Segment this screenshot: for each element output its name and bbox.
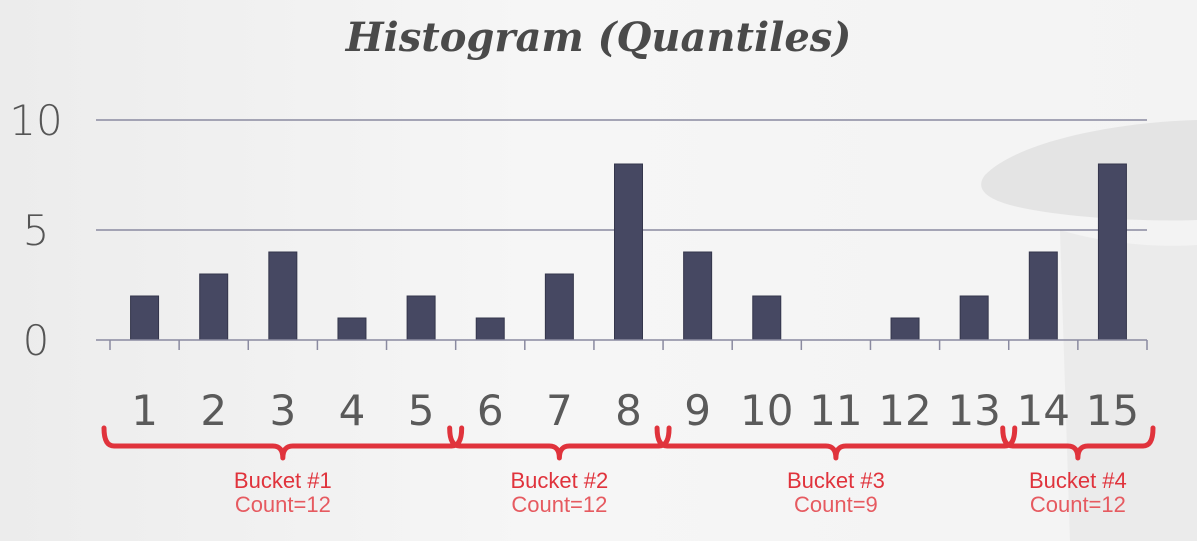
bar-9: [683, 251, 713, 341]
bucket-label-3: Bucket #3: [787, 468, 885, 493]
y-tick-label-5: 5: [23, 206, 50, 255]
x-tick-label-7: 7: [546, 386, 573, 435]
x-tick-label-14: 14: [1017, 386, 1070, 435]
bucket-count-4: Count=12: [1030, 492, 1126, 517]
bucket-count-1: Count=12: [235, 492, 331, 517]
x-tick-label-6: 6: [477, 386, 504, 435]
x-tick-label-15: 15: [1086, 386, 1139, 435]
bucket-label-1: Bucket #1: [234, 468, 332, 493]
x-tick-label-8: 8: [615, 386, 642, 435]
x-tick-label-11: 11: [809, 386, 862, 435]
y-tick-label-10: 10: [9, 96, 62, 145]
x-tick-label-1: 1: [131, 386, 158, 435]
bar-2: [199, 273, 229, 341]
bucket-label-2: Bucket #2: [510, 468, 608, 493]
chart-title: Histogram (Quantiles): [345, 14, 852, 61]
x-tick-label-10: 10: [740, 386, 793, 435]
bar-14: [1028, 251, 1058, 341]
bucket-label-4: Bucket #4: [1029, 468, 1127, 493]
bar-13: [959, 295, 989, 341]
bar-3: [268, 251, 298, 341]
bar-15: [1097, 163, 1127, 341]
bar-4: [337, 317, 367, 341]
x-tick-label-3: 3: [269, 386, 296, 435]
bar-12: [890, 317, 920, 341]
bucket-count-2: Count=12: [511, 492, 607, 517]
bucket-brace-4: [1000, 425, 1156, 461]
bar-7: [544, 273, 574, 341]
cylinder-watermark: [981, 120, 1197, 541]
x-tick-label-12: 12: [878, 386, 931, 435]
bar-8: [614, 163, 643, 341]
bar-1: [130, 295, 160, 341]
x-tick-label-5: 5: [408, 386, 435, 435]
x-tick-label-9: 9: [684, 386, 711, 435]
y-tick-label-0: 0: [23, 316, 50, 365]
x-tick-label-4: 4: [339, 386, 366, 435]
x-tick-label-2: 2: [200, 386, 227, 435]
bucket-count-3: Count=9: [794, 492, 878, 517]
bar-5: [406, 295, 436, 341]
bar-6: [475, 317, 505, 341]
bar-10: [752, 295, 782, 341]
x-tick-label-13: 13: [947, 386, 1000, 435]
